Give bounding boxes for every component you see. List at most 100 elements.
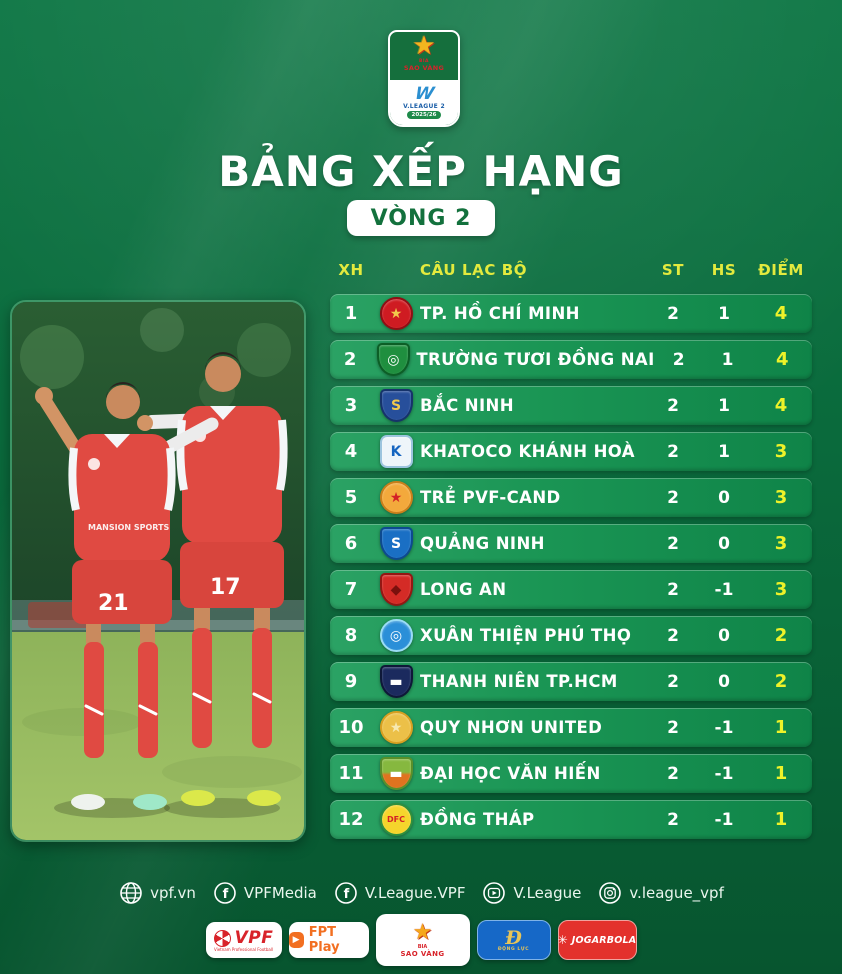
rank-cell: 1 (344, 303, 358, 324)
club-name: THANH NIÊN TP.HCM (420, 672, 618, 691)
players-photo: 17 MANSION SPORTS (10, 300, 306, 842)
facebook-icon: f (214, 882, 236, 904)
club-crest-icon: S (379, 527, 413, 560)
club-crest-icon: ◎ (379, 619, 413, 652)
club-crest-icon: K (379, 435, 413, 468)
social-item-website[interactable]: vpf.vn (118, 880, 196, 906)
club-name: ĐỒNG THÁP (420, 810, 535, 829)
goal-diff-cell: 0 (718, 487, 730, 508)
club-crest-icon: ◆ (379, 573, 413, 606)
goal-diff-cell: 1 (718, 303, 730, 324)
points-cell: 1 (774, 717, 788, 738)
social-label: V.League.VPF (364, 884, 466, 902)
played-cell: 2 (667, 671, 679, 692)
dong-luc-monogram-icon: Đ (505, 926, 522, 949)
rank-cell: 8 (344, 625, 358, 646)
left-player: MANSION SPORTS 21 (35, 382, 219, 810)
points-cell: 2 (774, 625, 788, 646)
club-crest-icon: DFC (379, 803, 413, 836)
crest-glyph: K (390, 443, 402, 460)
played-cell: 2 (667, 763, 679, 784)
points-cell: 2 (774, 671, 788, 692)
social-item-instagram[interactable]: v.league_vpf (597, 880, 724, 906)
table-row: 11 ▬ ĐẠI HỌC VĂN HIẾN 2 -1 1 (330, 754, 812, 793)
crest-cell: S (372, 527, 420, 560)
dong-luc-name: ĐỘNG LỰC (497, 946, 530, 952)
crest-glyph: ▬ (389, 673, 403, 690)
sponsor-bia-sao-vang[interactable]: ★ BIA SAO VÀNG (375, 914, 470, 966)
played-cell: 2 (667, 303, 679, 324)
played-cell: 2 (667, 487, 679, 508)
crest-glyph: S (390, 397, 402, 414)
club-name: XUÂN THIỆN PHÚ THỌ (420, 626, 632, 645)
table-header: XH CÂU LẠC BỘ ST HS ĐIỂM (330, 261, 812, 279)
club-crest-icon: ★ (379, 297, 413, 330)
star-icon: ★ (412, 31, 436, 61)
vpf-subtitle: Vietnam Professional Football (213, 947, 274, 952)
crest-glyph: ◎ (387, 351, 400, 368)
club-name: TRƯỜNG TƯƠI ĐỒNG NAI (416, 350, 655, 369)
social-item-facebook-league[interactable]: f V.League.VPF (333, 880, 466, 906)
club-name: KHATOCO KHÁNH HOÀ (420, 442, 635, 461)
club-name: QUẢNG NINH (420, 534, 545, 553)
rank-cell: 4 (344, 441, 358, 462)
rank-cell: 5 (344, 487, 358, 508)
jersey-sponsor: MANSION SPORTS (88, 523, 170, 532)
sponsor-jogarbola[interactable]: ✳ JOGARBOLA (557, 920, 637, 960)
table-row: 12 DFC ĐỒNG THÁP 2 -1 1 (330, 800, 812, 839)
globe-icon (120, 882, 142, 904)
sponsor-dong-luc[interactable]: Đ ĐỘNG LỰC (476, 920, 551, 960)
points-cell: 4 (774, 303, 788, 324)
goal-diff-cell: 1 (718, 395, 730, 416)
table-row: 10 ★ QUY NHƠN UNITED 2 -1 1 (330, 708, 812, 747)
goal-diff-cell: 1 (718, 441, 730, 462)
played-cell: 2 (667, 625, 679, 646)
column-points: ĐIỂM (758, 261, 804, 279)
vpf-name: VPF (234, 928, 274, 948)
goal-diff-cell: 0 (718, 671, 730, 692)
club-crest-icon: ▬ (379, 665, 413, 698)
club-name: QUY NHƠN UNITED (420, 718, 603, 737)
crest-glyph: ▬ (389, 765, 403, 782)
social-label: V.League (513, 884, 582, 902)
column-diff: HS (711, 261, 737, 279)
club-name: BẮC NINH (420, 396, 514, 415)
crest-cell: ▬ (372, 665, 420, 698)
social-label: VPFMedia (243, 884, 317, 902)
badge-sponsor-top: BIA (418, 59, 430, 64)
crest-glyph: ◎ (389, 627, 403, 644)
club-crest-icon: ★ (379, 481, 413, 514)
sponsor-fpt-play[interactable]: ▶ FPT Play (288, 922, 369, 958)
crest-cell: ★ (372, 297, 420, 330)
crest-glyph: ★ (389, 489, 403, 506)
rank-cell: 2 (343, 349, 357, 370)
table-row: 6 S QUẢNG NINH 2 0 3 (330, 524, 812, 563)
league-badge: ★ BIA SAO VÀNG W V.LEAGUE 2 2025/26 (388, 30, 460, 127)
page-title: BẢNG XẾP HẠNG (218, 147, 624, 196)
played-cell: 2 (667, 579, 679, 600)
sponsor-vpf[interactable]: VPF Vietnam Professional Football (205, 922, 282, 958)
points-cell: 3 (774, 533, 788, 554)
played-cell: 2 (667, 395, 679, 416)
points-cell: 4 (774, 395, 788, 416)
played-cell: 2 (672, 349, 685, 370)
rank-cell: 6 (344, 533, 358, 554)
table-row: 7 ◆ LONG AN 2 -1 3 (330, 570, 812, 609)
table-row: 1 ★ TP. HỒ CHÍ MINH 2 1 4 (330, 294, 812, 333)
crest-glyph: ★ (389, 719, 403, 736)
right-jersey-number: 17 (210, 575, 241, 600)
crest-glyph: DFC (387, 814, 405, 824)
rank-cell: 7 (344, 579, 358, 600)
crest-cell: ▬ (372, 757, 420, 790)
social-item-youtube[interactable]: V.League (481, 880, 581, 906)
round-badge: VÒNG 2 (347, 200, 495, 236)
instagram-icon (599, 882, 622, 904)
crest-cell: ◎ (372, 619, 420, 652)
social-item-facebook-media[interactable]: f VPFMedia (212, 880, 317, 906)
star-icon: ★ (412, 920, 433, 945)
crest-glyph: ◆ (390, 581, 402, 598)
club-crest-icon: ▬ (379, 757, 413, 790)
jogarbola-name: JOGARBOLA (571, 934, 637, 946)
vleague-logo-icon: W (412, 83, 436, 104)
badge-sponsor-name: SAO VÀNG (403, 64, 445, 72)
